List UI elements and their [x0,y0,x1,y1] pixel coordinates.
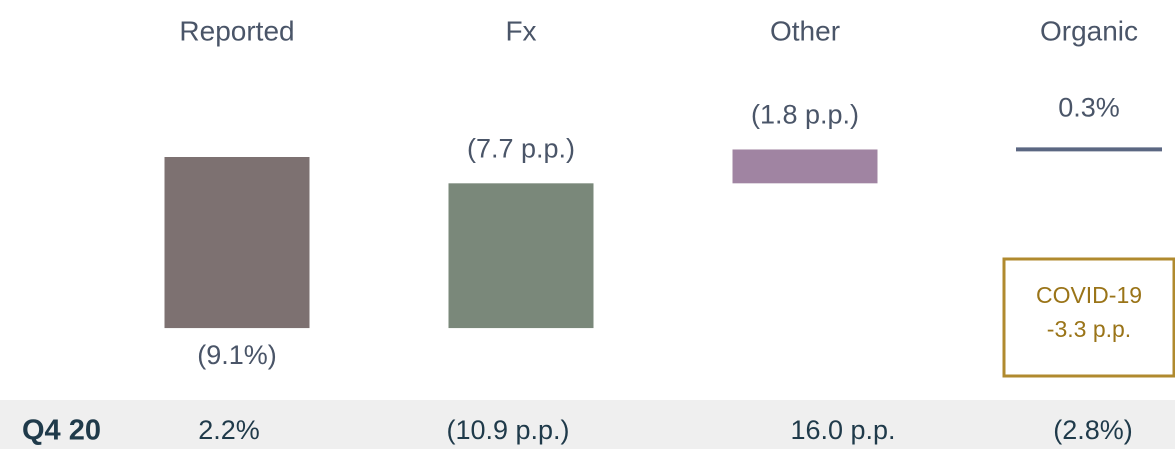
column-header: Fx [505,15,536,46]
column-header: Reported [179,15,294,46]
annotation-line: -3.3 p.p. [1047,316,1131,342]
value-label: 0.3% [1058,92,1120,122]
value-label: (7.7 p.p.) [467,133,575,163]
comparison-label: Q4 20 [22,415,101,447]
comparison-cell: 16.0 p.p. [790,415,895,445]
comparison-band [0,400,1175,449]
annotation-box [1002,257,1175,378]
comparison-cell: (10.9 p.p.) [446,415,569,445]
bar [448,183,594,329]
value-label: (1.8 p.p.) [751,100,859,130]
column-header: Organic [1040,15,1138,46]
comparison-cell: 2.2% [198,415,260,445]
bar [164,157,310,329]
annotation-line: COVID-19 [1036,282,1142,308]
column-header: Other [770,15,840,46]
value-label: (9.1%) [197,340,277,370]
bar [732,149,878,184]
comparison-cell: (2.8%) [1053,415,1133,445]
